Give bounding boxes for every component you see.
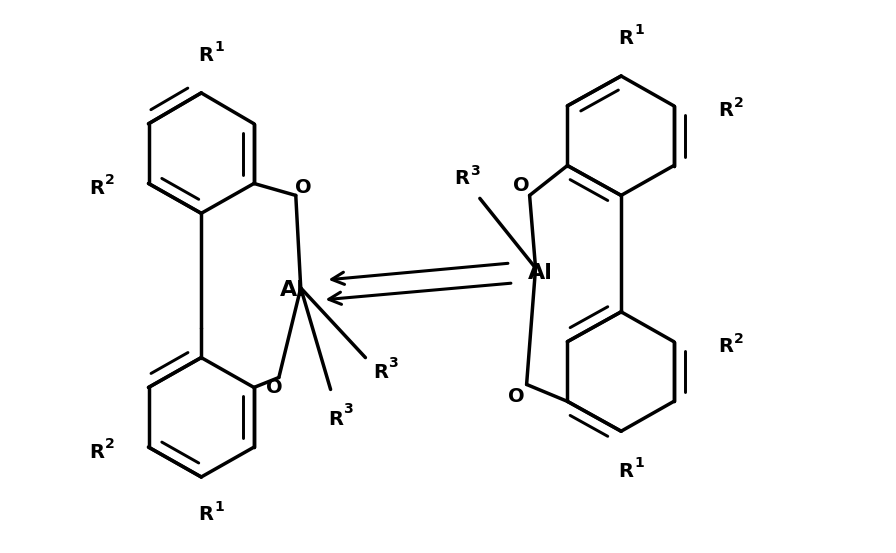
Text: O: O: [513, 176, 530, 195]
Text: R: R: [90, 179, 104, 198]
Text: 2: 2: [734, 332, 744, 346]
Text: O: O: [265, 378, 282, 397]
Text: 3: 3: [388, 356, 398, 369]
Text: 2: 2: [105, 174, 115, 187]
Text: R: R: [199, 45, 214, 65]
Text: R: R: [90, 442, 104, 462]
Text: R: R: [454, 169, 470, 188]
Text: O: O: [296, 178, 312, 197]
Text: 3: 3: [343, 403, 353, 416]
Text: 1: 1: [214, 500, 224, 514]
Text: Al: Al: [280, 280, 306, 300]
Text: R: R: [718, 101, 733, 121]
Text: 1: 1: [634, 23, 644, 37]
Text: 2: 2: [105, 437, 115, 451]
Text: Al: Al: [528, 263, 553, 283]
Text: 2: 2: [734, 96, 744, 110]
Text: R: R: [618, 462, 633, 481]
Text: R: R: [328, 410, 343, 429]
Text: R: R: [618, 29, 633, 48]
Text: 3: 3: [470, 164, 479, 178]
Text: O: O: [508, 387, 525, 406]
Text: R: R: [718, 337, 733, 356]
Text: 1: 1: [214, 40, 224, 54]
Text: 1: 1: [634, 456, 644, 470]
Text: R: R: [199, 505, 214, 524]
Text: R: R: [373, 363, 388, 382]
